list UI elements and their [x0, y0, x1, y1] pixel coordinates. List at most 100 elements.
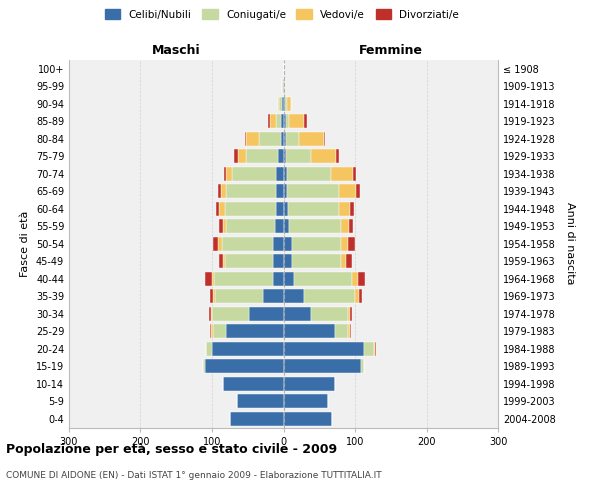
- Bar: [277, 202, 284, 216]
- Bar: [356, 184, 360, 198]
- Bar: [337, 149, 338, 163]
- Bar: [219, 254, 223, 268]
- Bar: [286, 149, 311, 163]
- Bar: [359, 289, 362, 303]
- Bar: [288, 202, 339, 216]
- Bar: [286, 114, 289, 128]
- Bar: [293, 272, 352, 286]
- Bar: [283, 79, 284, 93]
- Bar: [214, 272, 273, 286]
- Bar: [223, 377, 284, 391]
- Text: Femmine: Femmine: [359, 44, 423, 57]
- Bar: [341, 254, 346, 268]
- Bar: [284, 237, 292, 251]
- Bar: [284, 324, 335, 338]
- Bar: [350, 306, 352, 321]
- Bar: [348, 237, 355, 251]
- Bar: [284, 132, 286, 146]
- Bar: [358, 272, 365, 286]
- Bar: [205, 272, 212, 286]
- Bar: [270, 114, 275, 128]
- Bar: [263, 289, 284, 303]
- Bar: [311, 149, 337, 163]
- Bar: [219, 219, 223, 233]
- Bar: [349, 219, 353, 233]
- Bar: [304, 114, 307, 128]
- Bar: [292, 237, 341, 251]
- Bar: [222, 237, 274, 251]
- Bar: [289, 114, 304, 128]
- Bar: [281, 132, 284, 146]
- Bar: [375, 342, 376, 356]
- Bar: [339, 202, 350, 216]
- Bar: [226, 184, 277, 198]
- Bar: [284, 394, 328, 408]
- Bar: [287, 184, 338, 198]
- Bar: [279, 97, 282, 111]
- Bar: [364, 342, 374, 356]
- Bar: [331, 167, 353, 180]
- Bar: [224, 167, 226, 180]
- Bar: [286, 132, 299, 146]
- Bar: [278, 97, 279, 111]
- Bar: [350, 324, 352, 338]
- Bar: [281, 114, 284, 128]
- Bar: [284, 254, 292, 268]
- Bar: [284, 149, 286, 163]
- Bar: [284, 167, 287, 180]
- Bar: [273, 272, 284, 286]
- Bar: [284, 184, 287, 198]
- Bar: [225, 202, 277, 216]
- Bar: [284, 272, 293, 286]
- Bar: [215, 289, 263, 303]
- Bar: [350, 202, 353, 216]
- Bar: [289, 219, 341, 233]
- Bar: [353, 167, 356, 180]
- Bar: [282, 79, 283, 93]
- Bar: [210, 324, 211, 338]
- Bar: [211, 324, 214, 338]
- Bar: [287, 97, 292, 111]
- Bar: [210, 289, 214, 303]
- Bar: [203, 359, 205, 373]
- Bar: [284, 79, 285, 93]
- Bar: [274, 237, 284, 251]
- Y-axis label: Anni di nascita: Anni di nascita: [565, 202, 575, 285]
- Bar: [323, 132, 325, 146]
- Bar: [338, 184, 356, 198]
- Bar: [284, 202, 288, 216]
- Bar: [284, 359, 361, 373]
- Bar: [284, 412, 332, 426]
- Bar: [226, 219, 275, 233]
- Bar: [259, 132, 281, 146]
- Bar: [277, 167, 284, 180]
- Bar: [213, 237, 218, 251]
- Bar: [245, 132, 247, 146]
- Bar: [284, 114, 286, 128]
- Bar: [223, 219, 226, 233]
- Text: Maschi: Maschi: [152, 44, 200, 57]
- Bar: [211, 306, 212, 321]
- Bar: [311, 306, 348, 321]
- Bar: [304, 289, 355, 303]
- Bar: [232, 167, 277, 180]
- Bar: [218, 184, 221, 198]
- Bar: [274, 254, 284, 268]
- Bar: [335, 324, 348, 338]
- Bar: [226, 324, 284, 338]
- Bar: [374, 342, 375, 356]
- Bar: [284, 306, 311, 321]
- Bar: [221, 184, 226, 198]
- Bar: [341, 237, 348, 251]
- Bar: [285, 97, 287, 111]
- Bar: [282, 97, 284, 111]
- Bar: [238, 149, 247, 163]
- Bar: [249, 306, 284, 321]
- Bar: [223, 254, 225, 268]
- Bar: [209, 306, 211, 321]
- Y-axis label: Fasce di età: Fasce di età: [20, 210, 30, 277]
- Bar: [212, 342, 284, 356]
- Bar: [226, 167, 232, 180]
- Bar: [348, 306, 350, 321]
- Bar: [247, 132, 259, 146]
